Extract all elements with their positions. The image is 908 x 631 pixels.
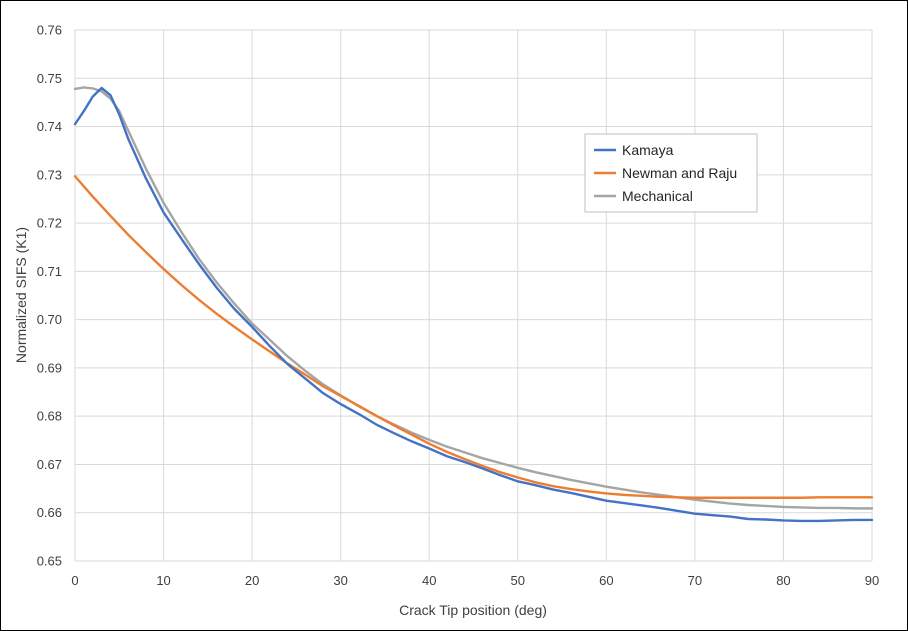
x-tick-label: 10 xyxy=(156,573,170,588)
legend-label: Newman and Raju xyxy=(622,165,737,181)
x-tick-label: 80 xyxy=(776,573,790,588)
y-tick-label: 0.66 xyxy=(37,505,62,520)
y-tick-label: 0.69 xyxy=(37,360,62,375)
series-line-newman-and-raju xyxy=(73,175,874,499)
y-tick-label: 0.68 xyxy=(37,409,62,424)
y-tick-label: 0.65 xyxy=(37,554,62,569)
x-tick-label: 20 xyxy=(245,573,259,588)
x-tick-label: 70 xyxy=(688,573,702,588)
legend-label: Kamaya xyxy=(622,142,674,158)
gridlines xyxy=(74,29,873,562)
x-axis-title: Crack Tip position (deg) xyxy=(399,602,547,618)
y-tick-label: 0.70 xyxy=(37,312,62,327)
y-tick-label: 0.76 xyxy=(37,23,62,38)
y-tick-label: 0.67 xyxy=(37,457,62,472)
x-tick-label: 40 xyxy=(422,573,436,588)
y-tick-label: 0.74 xyxy=(37,119,62,134)
x-tick-label: 90 xyxy=(865,573,879,588)
series-lines xyxy=(73,86,874,523)
x-tick-label: 0 xyxy=(71,573,78,588)
y-tick-label: 0.73 xyxy=(37,167,62,182)
y-axis-title: Normalized SIFS (K1) xyxy=(13,227,29,363)
series-line-mechanical xyxy=(73,86,874,510)
y-tick-label: 0.75 xyxy=(37,71,62,86)
series-line-kamaya xyxy=(73,86,874,523)
y-tick-label: 0.72 xyxy=(37,216,62,231)
legend: Kamaya Newman and Raju Mechanical xyxy=(584,133,758,213)
x-tick-label: 50 xyxy=(511,573,525,588)
x-tick-labels: 0 10 20 30 40 50 60 70 80 90 xyxy=(71,573,879,588)
y-tick-labels: 0.65 0.66 0.67 0.68 0.69 0.70 0.71 0.72 0.73 0.74… xyxy=(37,23,62,569)
legend-label: Mechanical xyxy=(622,188,693,204)
x-tick-label: 30 xyxy=(333,573,347,588)
y-tick-label: 0.71 xyxy=(37,264,62,279)
x-tick-label: 60 xyxy=(599,573,613,588)
